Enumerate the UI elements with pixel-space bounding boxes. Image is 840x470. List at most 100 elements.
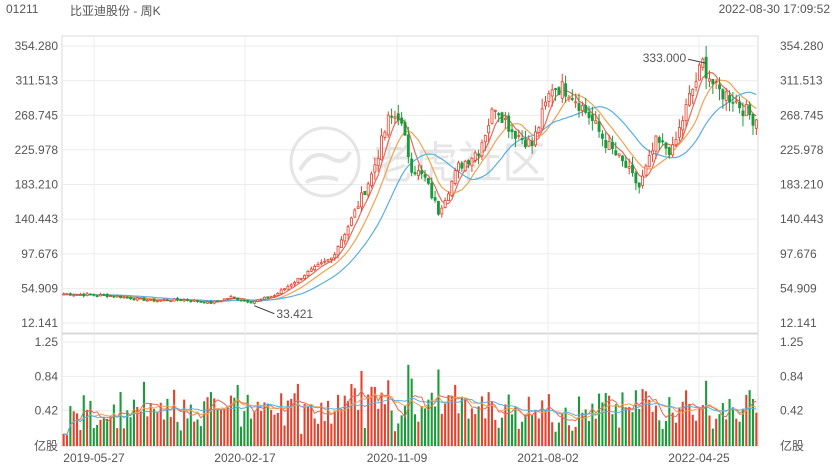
volume-tick-left: 亿股: [34, 438, 58, 453]
candle: [460, 161, 464, 172]
volume-bar: [467, 418, 470, 446]
candle: [611, 135, 614, 155]
candle: [654, 135, 658, 160]
candle: [192, 298, 196, 302]
volume-bar: [454, 384, 457, 446]
volume-bar: [447, 395, 450, 446]
volume-bar: [601, 402, 604, 446]
price-tick-right: 311.513: [780, 74, 823, 88]
candle-body: [637, 182, 641, 188]
volume-bar: [293, 393, 296, 446]
volume-bar: [270, 410, 273, 446]
candle: [266, 296, 270, 299]
volume-bar: [132, 399, 135, 446]
candle: [155, 300, 159, 303]
candle-body: [423, 174, 427, 178]
candle-body: [112, 295, 116, 298]
candle-body: [651, 150, 655, 155]
candle-body: [119, 295, 122, 299]
volume-bar: [99, 419, 102, 446]
candle: [376, 149, 380, 172]
candle: [554, 87, 557, 101]
candle: [684, 98, 688, 128]
candle: [557, 86, 561, 96]
candle: [671, 136, 675, 157]
volume-bar: [564, 407, 567, 446]
candle: [430, 177, 434, 200]
candle-body: [403, 122, 407, 136]
volume-bar: [608, 395, 611, 446]
volume-bar: [614, 404, 617, 446]
price-tick-left: 183.210: [15, 178, 59, 192]
candle-body: [554, 88, 557, 90]
volume-bar: [470, 408, 473, 446]
candle: [517, 129, 521, 140]
volume-bar: [434, 406, 437, 446]
volume-bar: [179, 430, 182, 446]
candle: [480, 139, 484, 161]
candle-body: [687, 93, 691, 106]
candle: [463, 159, 467, 173]
candle: [316, 261, 320, 268]
candle: [513, 130, 517, 148]
candle: [125, 296, 129, 299]
volume-bar: [86, 409, 89, 446]
volume-bar: [353, 388, 356, 446]
volume-bar: [216, 409, 219, 446]
candle: [631, 156, 634, 177]
candle: [644, 163, 648, 176]
candle: [577, 93, 581, 118]
candle-body: [677, 127, 681, 138]
volume-bar: [363, 427, 366, 446]
candle: [333, 251, 337, 261]
candle-body: [339, 239, 343, 248]
candle-body: [95, 295, 99, 298]
candle-body: [176, 298, 179, 301]
volume-bar: [494, 419, 497, 446]
volume-bar: [591, 403, 594, 446]
candle-body: [380, 135, 383, 161]
price-tick-right: 140.443: [780, 212, 824, 226]
candle-body: [430, 182, 434, 199]
volume-bar: [189, 404, 192, 446]
candle: [89, 293, 92, 296]
candle-body: [309, 268, 313, 272]
volume-bar: [598, 393, 601, 446]
candle-body: [366, 183, 370, 196]
candle-body: [363, 190, 367, 196]
candle-body: [376, 158, 380, 166]
volume-bar: [527, 396, 530, 446]
volume-bar: [213, 398, 216, 446]
candle: [216, 300, 220, 303]
candle: [350, 216, 353, 227]
candle: [751, 113, 755, 135]
volume-bar: [347, 400, 350, 446]
candle: [574, 93, 578, 109]
volume-tick-left: 0.84: [35, 369, 59, 383]
candle-body: [751, 113, 755, 126]
candle: [95, 294, 99, 298]
candle-body: [457, 162, 460, 172]
candle: [309, 266, 313, 273]
volume-bar: [691, 414, 694, 446]
candle: [380, 128, 383, 161]
candle: [313, 264, 317, 272]
candle: [590, 106, 594, 131]
candle-body: [406, 134, 410, 158]
candle: [353, 208, 357, 218]
candle-body: [400, 117, 404, 124]
candle-body: [597, 121, 601, 132]
candle: [68, 292, 72, 296]
volume-bar: [450, 396, 453, 446]
candle-body: [82, 293, 86, 297]
candle-body: [714, 81, 718, 84]
volume-bar: [484, 418, 487, 446]
candle-body: [641, 175, 644, 186]
volume-bars: [62, 364, 758, 446]
volume-bar: [266, 403, 269, 446]
candle-body: [664, 142, 668, 149]
volume-bar: [92, 428, 95, 446]
low-annotation-label: 33.421: [276, 307, 313, 321]
candle: [503, 111, 507, 129]
volume-bar: [136, 406, 139, 446]
